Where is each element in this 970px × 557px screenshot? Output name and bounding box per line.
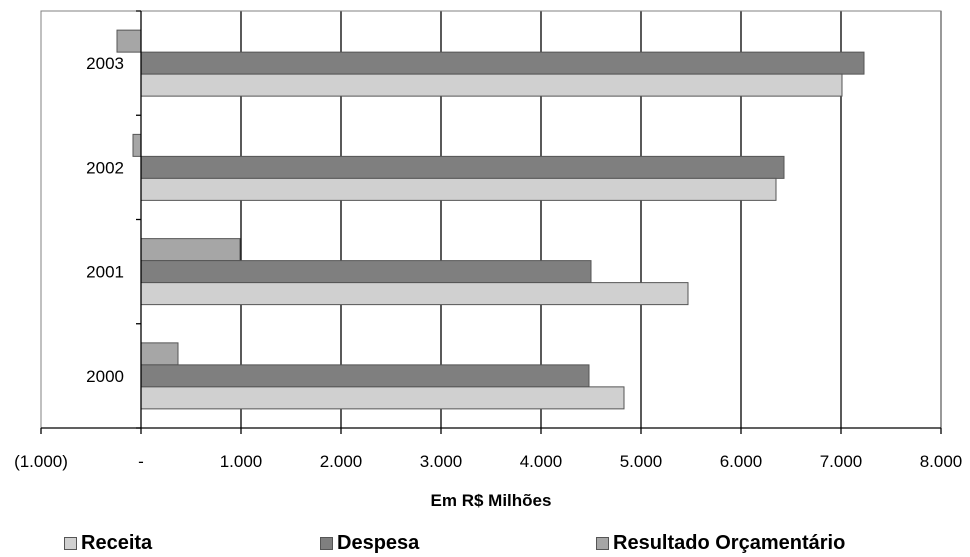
x-tick-label-6: 5.000: [620, 452, 663, 471]
x-tick-label-7: 6.000: [720, 452, 763, 471]
bars: [116, 29, 865, 410]
x-tick-label-9: 8.000: [920, 452, 963, 471]
x-tick-label-3: 2.000: [320, 452, 363, 471]
legend-label-receita: Receita: [81, 532, 153, 554]
bar-2002-despesa: [140, 155, 785, 179]
x-axis-title: Em R$ Milhões: [431, 491, 552, 510]
x-tick-label-4: 3.000: [420, 452, 463, 471]
axes: [40, 10, 942, 434]
x-tick-labels: (1.000) - 1.000 2.000 3.000 4.000 5.000 6.000 7.…: [14, 452, 962, 471]
x-tick-label-0: (1.000): [14, 452, 68, 471]
legend-item-despesa: Despesa: [320, 531, 419, 555]
legend-swatch-receita: [64, 536, 77, 550]
y-tick-label-2001: 2001: [86, 263, 124, 282]
bar-2003-resultado: [116, 29, 142, 53]
y-tick-label-2002: 2002: [86, 158, 124, 177]
y-tick-label-2003: 2003: [86, 54, 124, 73]
legend-swatch-resultado: [596, 536, 609, 550]
legend-label-resultado: Resultado Orçamentário: [613, 532, 846, 554]
chart: (1.000) - 1.000 2.000 3.000 4.000 5.000 6.000 7.…: [14, 10, 962, 510]
legend: Receita Despesa Resultado Orçamentário: [0, 531, 970, 557]
x-tick-label-5: 4.000: [520, 452, 563, 471]
x-tick-label-2: 1.000: [220, 452, 263, 471]
bar-2000-resultado: [140, 342, 179, 366]
legend-label-despesa: Despesa: [337, 532, 420, 554]
y-tick-labels: 2000 2001 2002 2003: [86, 54, 124, 386]
bar-2002-resultado: [132, 133, 142, 157]
x-tick-label-1: -: [138, 452, 144, 471]
bar-2000-despesa: [140, 364, 590, 388]
bar-2002-receita: [140, 177, 777, 201]
bar-2003-despesa: [140, 51, 865, 75]
legend-swatch-despesa: [320, 536, 333, 550]
x-tick-label-8: 7.000: [820, 452, 863, 471]
legend-item-receita: Receita: [64, 531, 152, 555]
bar-2001-resultado: [140, 238, 241, 262]
bar-2001-receita: [140, 282, 689, 306]
legend-item-resultado: Resultado Orçamentário: [596, 531, 845, 555]
bar-2001-despesa: [140, 260, 592, 284]
bar-2000-receita: [140, 386, 625, 410]
y-tick-label-2000: 2000: [86, 367, 124, 386]
bar-2003-receita: [140, 73, 843, 97]
